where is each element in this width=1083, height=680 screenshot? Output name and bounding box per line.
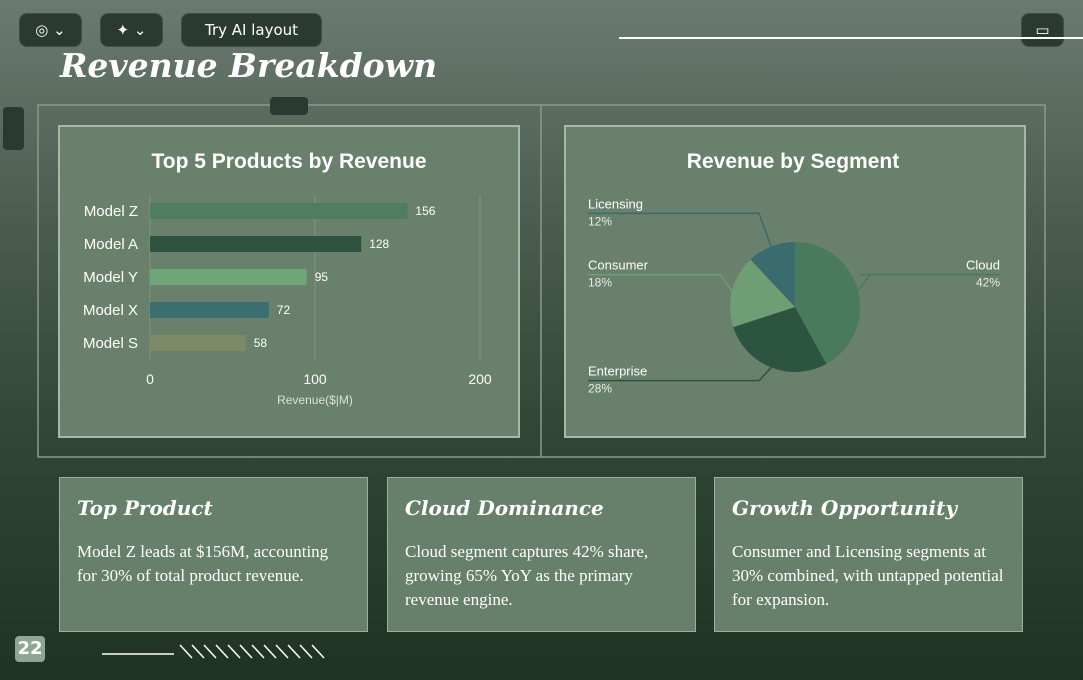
deco-stripe	[251, 644, 265, 659]
insight-card: Cloud Dominance Cloud segment captures 42…	[387, 477, 696, 632]
bar	[150, 302, 269, 318]
pie-slice	[795, 242, 860, 364]
deco-line	[619, 37, 1083, 39]
chart-title: Top 5 Products by Revenue	[152, 150, 427, 173]
ai-layout-button[interactable]: Try AI layout	[181, 13, 322, 47]
card-title: Top Product	[77, 496, 213, 520]
y-tick-label: Model Y	[83, 269, 138, 286]
side-handle[interactable]	[3, 107, 24, 150]
value-label: 95	[315, 270, 329, 284]
deco-stripe	[227, 644, 241, 659]
value-label: 128	[369, 237, 389, 251]
deco-stripe	[215, 644, 229, 659]
y-tick-label: Model A	[84, 236, 138, 253]
leader-line	[857, 273, 1000, 292]
bar	[150, 269, 307, 285]
card-body: Consumer and Licensing segments at 30% c…	[732, 542, 1004, 609]
deco-stripe	[191, 644, 205, 659]
theme-button[interactable]: ◎ ⌄	[19, 13, 82, 47]
insight-card: Top Product Model Z leads at $156M, accou…	[59, 477, 368, 632]
drag-handle[interactable]	[270, 97, 308, 115]
y-tick-label: Model X	[83, 302, 138, 319]
deco-stripe	[311, 644, 325, 659]
slice-label: Enterprise	[588, 364, 647, 379]
insight-card: Growth Opportunity Consumer and Licensing…	[714, 477, 1023, 632]
x-tick-label: 0	[146, 371, 154, 387]
x-tick-label: 200	[468, 371, 492, 387]
bar	[150, 203, 408, 219]
y-tick-label: Model S	[83, 335, 138, 352]
deco-stripe	[239, 644, 253, 659]
y-tick-label: Model Z	[84, 203, 138, 220]
leader-line	[588, 212, 772, 247]
pie-slice	[733, 307, 827, 372]
magic-button[interactable]: ✦ ⌄	[100, 13, 163, 47]
bar	[150, 236, 362, 252]
x-tick-label: 100	[303, 371, 327, 387]
pie-slice	[750, 242, 795, 307]
page-number: 22	[15, 636, 45, 662]
value-label: 72	[277, 303, 291, 317]
deco-stripe	[299, 644, 313, 659]
deco-stripe	[287, 644, 301, 659]
card-body: Model Z leads at $156M, accounting for 3…	[77, 542, 329, 585]
x-axis-label: Revenue($|M)	[277, 393, 353, 407]
pie-slice	[730, 259, 795, 328]
deco-stripe	[263, 644, 277, 659]
card-title: Growth Opportunity	[732, 496, 957, 520]
slice-value-label: 42%	[976, 276, 1000, 290]
deco-stripe	[179, 644, 193, 659]
value-label: 58	[254, 336, 268, 350]
deco-stripe	[203, 644, 217, 659]
card-title: Cloud Dominance	[405, 496, 604, 520]
leader-line	[588, 366, 772, 382]
slice-label: Licensing	[588, 196, 643, 211]
slice-value-label: 28%	[588, 382, 612, 396]
slice-value-label: 12%	[588, 214, 612, 228]
chart-title: Revenue by Segment	[687, 150, 899, 173]
bar	[150, 335, 246, 351]
deco-stripe	[275, 644, 289, 659]
leader-line	[588, 273, 733, 292]
slice-label: Consumer	[588, 258, 649, 273]
value-label: 156	[415, 204, 435, 218]
card-body: Cloud segment captures 42% share, growin…	[405, 542, 649, 609]
slice-label: Cloud	[966, 258, 1000, 273]
slide-title: Revenue Breakdown	[60, 46, 438, 85]
comment-button[interactable]: ▭	[1021, 13, 1064, 47]
slice-value-label: 18%	[588, 276, 612, 290]
